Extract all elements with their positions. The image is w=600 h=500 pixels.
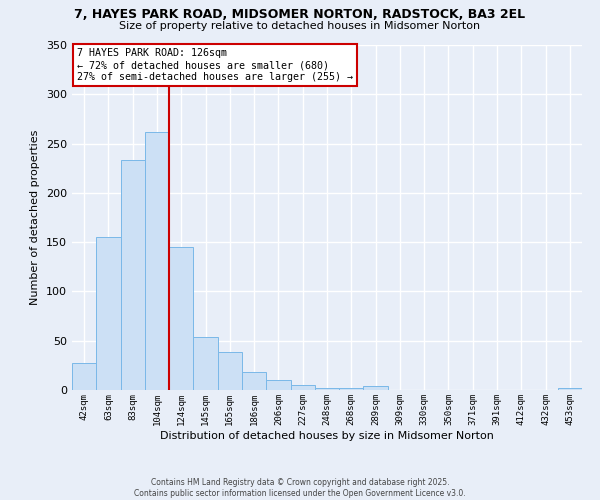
- Bar: [290, 385, 315, 390]
- Bar: [364, 386, 388, 390]
- Bar: [96, 237, 121, 390]
- Text: Contains HM Land Registry data © Crown copyright and database right 2025.
Contai: Contains HM Land Registry data © Crown c…: [134, 478, 466, 498]
- Bar: [558, 388, 582, 390]
- Bar: [266, 380, 290, 390]
- Bar: [218, 352, 242, 390]
- Bar: [72, 364, 96, 390]
- Text: 7, HAYES PARK ROAD, MIDSOMER NORTON, RADSTOCK, BA3 2EL: 7, HAYES PARK ROAD, MIDSOMER NORTON, RAD…: [74, 8, 526, 20]
- Bar: [145, 132, 169, 390]
- Bar: [315, 388, 339, 390]
- Bar: [193, 337, 218, 390]
- Text: 7 HAYES PARK ROAD: 126sqm
← 72% of detached houses are smaller (680)
27% of semi: 7 HAYES PARK ROAD: 126sqm ← 72% of detac…: [77, 48, 353, 82]
- Bar: [339, 388, 364, 390]
- Text: Size of property relative to detached houses in Midsomer Norton: Size of property relative to detached ho…: [119, 21, 481, 31]
- X-axis label: Distribution of detached houses by size in Midsomer Norton: Distribution of detached houses by size …: [160, 430, 494, 440]
- Bar: [169, 247, 193, 390]
- Bar: [242, 372, 266, 390]
- Y-axis label: Number of detached properties: Number of detached properties: [31, 130, 40, 305]
- Bar: [121, 160, 145, 390]
